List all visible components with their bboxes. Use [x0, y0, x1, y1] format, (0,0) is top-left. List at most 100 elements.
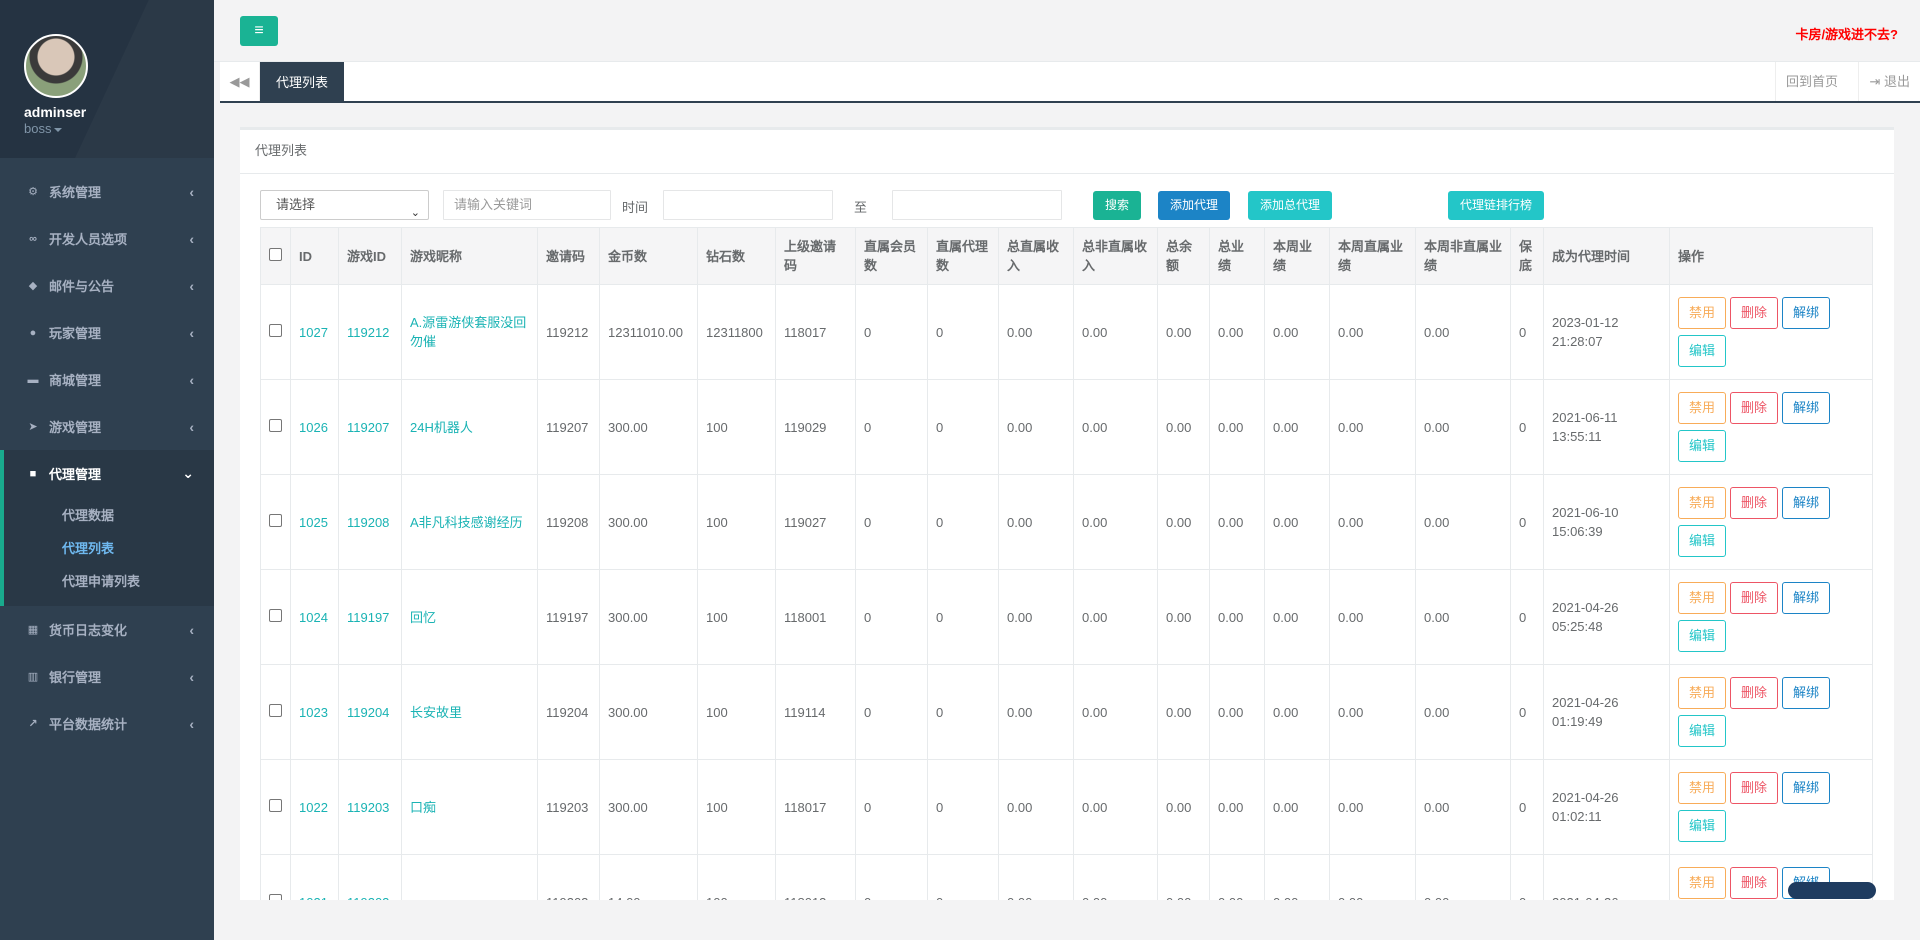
table-cell-link[interactable]: 1022 [290, 759, 339, 855]
sidebar-subitem-agent-list[interactable]: 代理列表 [62, 541, 115, 556]
table-row[interactable]: 1027 119212 A.源雷游侠套服没回勿催 119212 12311010.00 1… [260, 284, 1873, 380]
disable-button[interactable]: 禁用 [1678, 582, 1727, 614]
table-cell-link[interactable]: 长安故里 [401, 664, 538, 760]
end-time-input[interactable] [892, 190, 1062, 220]
sidebar-item-currency-log[interactable]: ▦ 货币日志变化 ‹ [0, 606, 214, 653]
table-cell-link[interactable] [401, 854, 538, 900]
table-cell-link[interactable]: 119212 [338, 284, 402, 380]
row-checkbox[interactable] [269, 608, 282, 622]
table-cell-link[interactable]: 119207 [338, 379, 402, 475]
column-header[interactable]: 金币数 [599, 227, 698, 285]
table-cell-link[interactable]: 119204 [338, 664, 402, 760]
column-header[interactable]: 总业绩 [1209, 227, 1265, 285]
table-cell-link[interactable]: 119208 [338, 474, 402, 570]
table-cell-link[interactable]: 1027 [290, 284, 339, 380]
row-checkbox[interactable] [269, 418, 282, 432]
sidebar-item-system[interactable]: ⚙ 系统管理 ‹ [0, 168, 214, 215]
disable-button[interactable]: 禁用 [1678, 487, 1727, 519]
table-cell-link[interactable]: A非凡科技感谢经历 [401, 474, 538, 570]
sidebar-item-developer[interactable]: ∞ 开发人员选项 ‹ [0, 215, 214, 262]
sidebar-subitem-agent-data[interactable]: 代理数据 [62, 508, 115, 523]
table-cell-link[interactable]: 119197 [338, 569, 402, 665]
table-row[interactable]: 1025 119208 A非凡科技感谢经历 119208 300.00 100 119027… [260, 474, 1873, 570]
sidebar-item-players[interactable]: ● 玩家管理 ‹ [0, 309, 214, 356]
column-header[interactable]: 保底 [1510, 227, 1544, 285]
disable-button[interactable]: 禁用 [1678, 867, 1727, 899]
column-header[interactable]: 本周业绩 [1264, 227, 1330, 285]
table-cell-link[interactable]: 1023 [290, 664, 339, 760]
start-time-input[interactable] [663, 190, 833, 220]
delete-button[interactable]: 删除 [1730, 677, 1779, 709]
floating-toolbar-widget[interactable] [1788, 882, 1876, 899]
unbind-button[interactable]: 解绑 [1782, 677, 1831, 709]
row-checkbox[interactable] [269, 893, 282, 900]
column-header[interactable]: 上级邀请码 [775, 227, 856, 285]
delete-button[interactable]: 删除 [1730, 297, 1779, 329]
column-header[interactable]: 直属代理数 [927, 227, 999, 285]
profile-role-dropdown[interactable]: boss [24, 121, 214, 136]
logout-link[interactable]: ⇥ 退出 [1858, 62, 1920, 101]
column-header[interactable]: 直属会员数 [855, 227, 928, 285]
column-header[interactable]: 游戏昵称 [401, 227, 538, 285]
table-row[interactable]: 1022 119203 口痴 119203 300.00 100 118017 0 0 0.00 0… [260, 759, 1873, 855]
table-cell-link[interactable]: A.源雷游侠套服没回勿催 [401, 284, 538, 380]
sidebar-item-agents[interactable]: ■ 代理管理 ⌄ [0, 450, 214, 497]
column-header[interactable]: 本周直属业绩 [1329, 227, 1416, 285]
table-cell-link[interactable]: 口痴 [401, 759, 538, 855]
sidebar-item-stats[interactable]: ↗ 平台数据统计 ‹ [0, 700, 214, 747]
table-cell-link[interactable]: 1024 [290, 569, 339, 665]
column-header[interactable]: 总直属收入 [998, 227, 1074, 285]
column-header[interactable]: 总余额 [1157, 227, 1210, 285]
edit-button[interactable]: 编辑 [1678, 430, 1727, 462]
avatar[interactable] [24, 34, 88, 98]
table-cell-link[interactable]: 1021 [290, 854, 339, 900]
table-cell-link[interactable]: 24H机器人 [401, 379, 538, 475]
table-row[interactable]: 1026 119207 24H机器人 119207 300.00 100 119029 0 0 0… [260, 379, 1873, 475]
tab-scroll-left-button[interactable]: ◀◀ [220, 62, 260, 101]
column-header[interactable]: 成为代理时间 [1543, 227, 1670, 285]
row-checkbox[interactable] [269, 323, 282, 337]
edit-button[interactable]: 编辑 [1678, 715, 1727, 747]
add-agent-button[interactable]: 添加代理 [1158, 191, 1231, 220]
table-cell-link[interactable]: 119202 [338, 854, 402, 900]
row-checkbox[interactable] [269, 513, 282, 527]
delete-button[interactable]: 删除 [1730, 867, 1779, 899]
unbind-button[interactable]: 解绑 [1782, 392, 1831, 424]
edit-button[interactable]: 编辑 [1678, 525, 1727, 557]
table-row[interactable]: 1023 119204 长安故里 119204 300.00 100 119114 0 0 0.0… [260, 664, 1873, 760]
unbind-button[interactable]: 解绑 [1782, 297, 1831, 329]
row-checkbox[interactable] [269, 798, 282, 812]
sidebar-item-bank[interactable]: ▥ 银行管理 ‹ [0, 653, 214, 700]
disable-button[interactable]: 禁用 [1678, 772, 1727, 804]
tab-agent-list[interactable]: 代理列表 [260, 62, 345, 103]
column-header[interactable]: 钻石数 [697, 227, 776, 285]
column-header[interactable]: 本周非直属业绩 [1415, 227, 1511, 285]
sidebar-item-shop[interactable]: ▬ 商城管理 ‹ [0, 356, 214, 403]
delete-button[interactable]: 删除 [1730, 487, 1779, 519]
column-header[interactable]: 邀请码 [537, 227, 600, 285]
table-row[interactable]: 1024 119197 回忆 119197 300.00 100 118001 0 0 0.00 0… [260, 569, 1873, 665]
table-cell-link[interactable]: 1026 [290, 379, 339, 475]
row-checkbox[interactable] [269, 703, 282, 717]
keyword-input[interactable]: 请输入关键词 [443, 190, 611, 220]
column-header[interactable]: ID [290, 227, 339, 285]
menu-toggle-button[interactable]: ≡ [240, 16, 278, 46]
sidebar-subitem-agent-applications[interactable]: 代理申请列表 [62, 574, 141, 589]
delete-button[interactable]: 删除 [1730, 772, 1779, 804]
unbind-button[interactable]: 解绑 [1782, 772, 1831, 804]
delete-button[interactable]: 删除 [1730, 392, 1779, 424]
edit-button[interactable]: 编辑 [1678, 620, 1727, 652]
table-cell-link[interactable]: 回忆 [401, 569, 538, 665]
home-link[interactable]: 回到首页 [1774, 62, 1848, 101]
disable-button[interactable]: 禁用 [1678, 677, 1727, 709]
disable-button[interactable]: 禁用 [1678, 392, 1727, 424]
delete-button[interactable]: 删除 [1730, 582, 1779, 614]
table-cell-link[interactable]: 119203 [338, 759, 402, 855]
select-all-checkbox[interactable] [269, 247, 282, 261]
filter-select[interactable]: 请选择 ⌄ [260, 190, 429, 220]
edit-button[interactable]: 编辑 [1678, 335, 1727, 367]
table-row[interactable]: 102111920211920214.00100118013000.000.00… [260, 854, 1873, 900]
room-stuck-link[interactable]: 卡房/游戏进不去? [1795, 27, 1898, 42]
sidebar-item-mail[interactable]: ◆ 邮件与公告 ‹ [0, 262, 214, 309]
unbind-button[interactable]: 解绑 [1782, 582, 1831, 614]
